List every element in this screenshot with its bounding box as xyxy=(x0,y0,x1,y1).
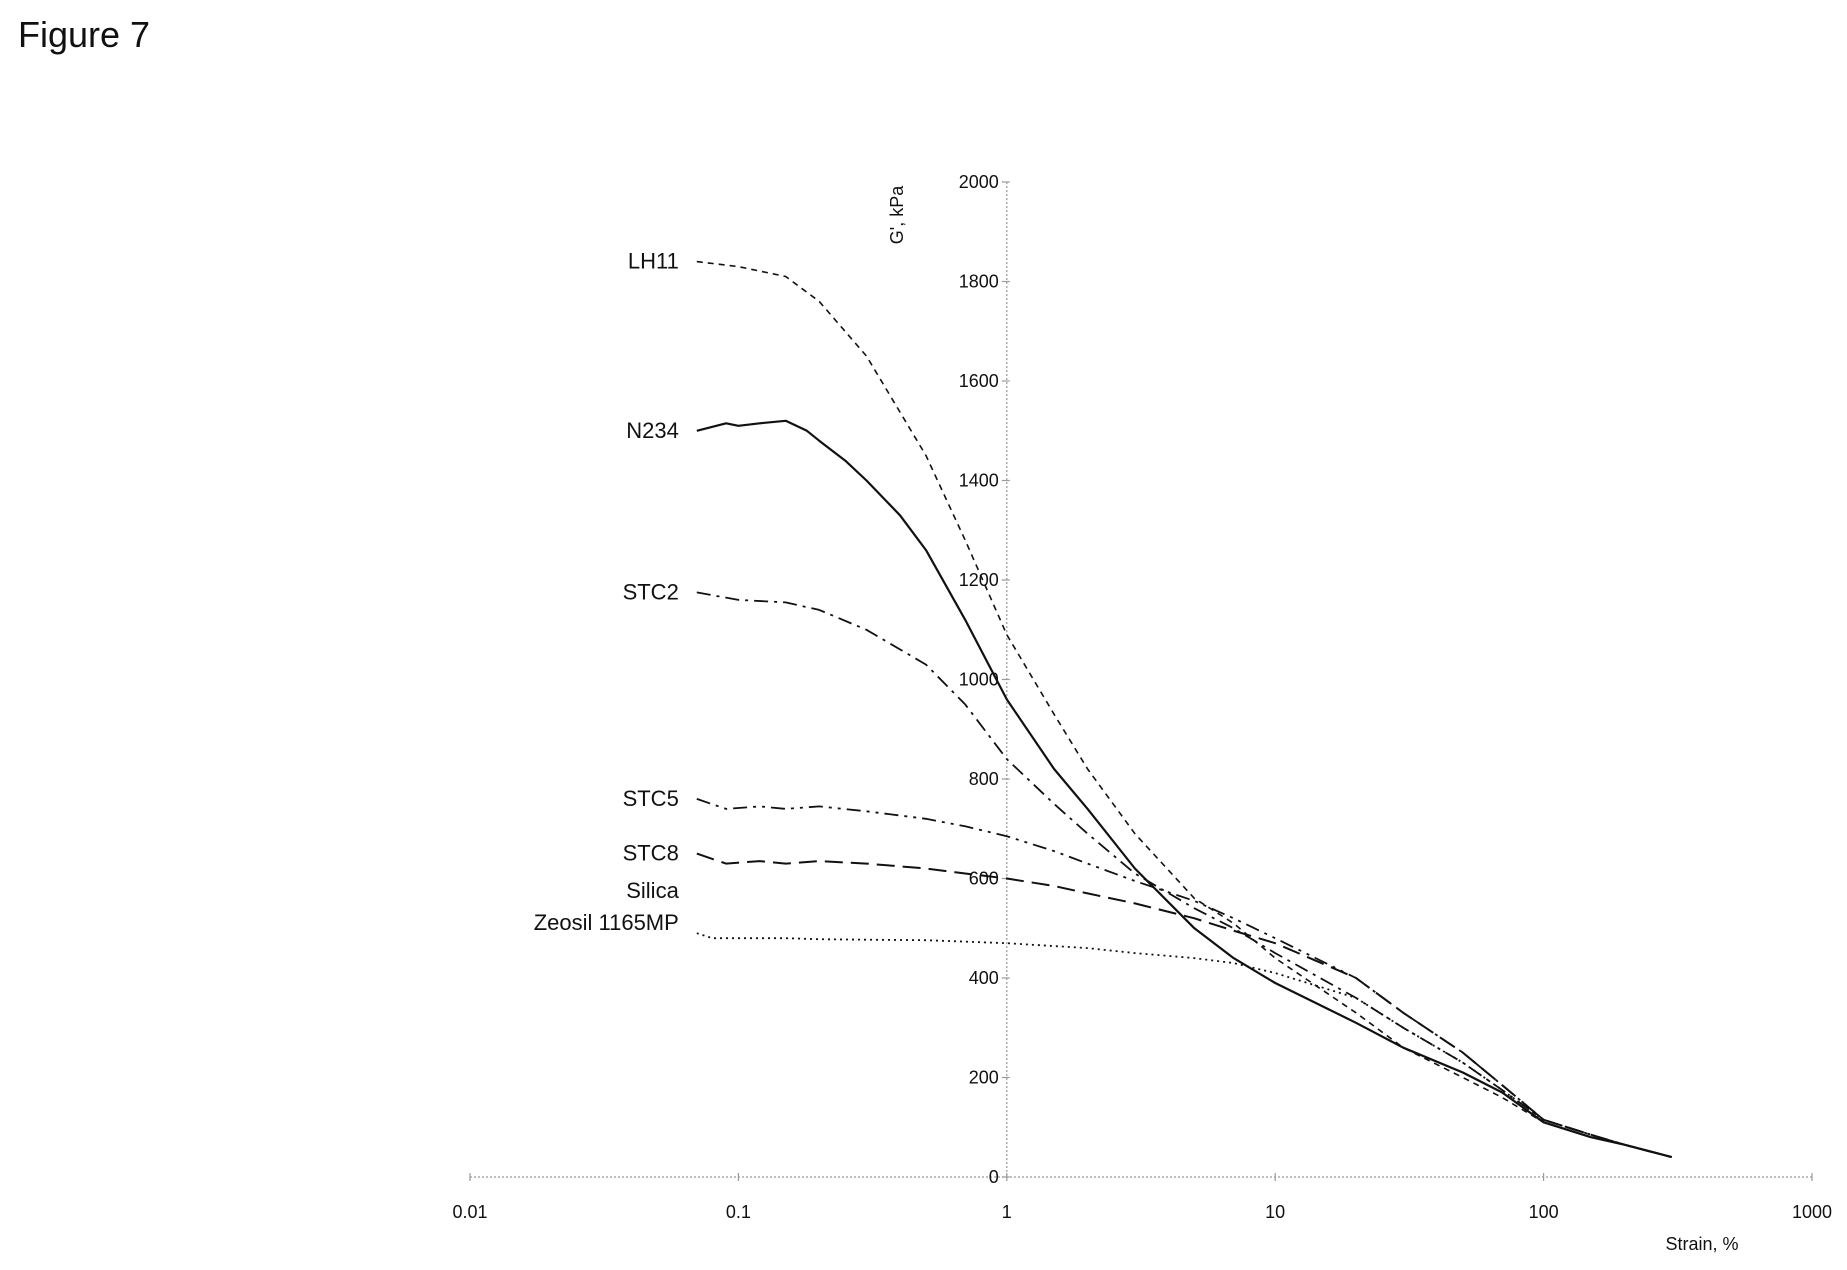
x-tick-label: 10 xyxy=(1265,1202,1285,1222)
y-tick-label: 1200 xyxy=(959,570,999,590)
y-tick-label: 1400 xyxy=(959,471,999,491)
series-label-stc5: STC5 xyxy=(623,786,679,811)
x-tick-label: 1000 xyxy=(1792,1202,1832,1222)
x-tick-label: 1 xyxy=(1002,1202,1012,1222)
y-tick-label: 800 xyxy=(969,769,999,789)
series-label-stc2: STC2 xyxy=(623,579,679,604)
series-line-lh11 xyxy=(696,260,1672,1158)
series-line-silica-zeosil-1165mp xyxy=(696,932,1672,1158)
y-tick-label: 200 xyxy=(969,1068,999,1088)
y-tick-label: 2000 xyxy=(959,172,999,192)
x-ticks: 0.01 0.1 1 10 100 1000 xyxy=(452,1173,1832,1222)
series-label-silica-zeosil-1165mp: Zeosil 1165MP xyxy=(534,910,679,935)
series-label-n234: N234 xyxy=(626,418,679,443)
y-axis-title: G', kPa xyxy=(887,185,907,244)
x-tick-label: 0.01 xyxy=(452,1202,487,1222)
series-line-n234 xyxy=(696,419,1672,1159)
axes: 0.01 0.1 1 10 100 1000 0 200 400 600 800 1000 1200 1… xyxy=(452,172,1832,1222)
series-line-stc8 xyxy=(696,852,1672,1159)
series-label-stc8: STC8 xyxy=(623,841,679,866)
x-axis-title: Strain, % xyxy=(1665,1234,1738,1254)
y-tick-label: 400 xyxy=(969,968,999,988)
series-line-stc2 xyxy=(696,591,1672,1158)
x-tick-label: 100 xyxy=(1529,1202,1559,1222)
series-label-silica-zeosil-1165mp: Silica xyxy=(626,878,679,903)
series-label-lh11: LH11 xyxy=(628,249,679,274)
x-tick-label: 0.1 xyxy=(726,1202,751,1222)
series-lines xyxy=(696,260,1672,1159)
y-tick-label: 1800 xyxy=(959,272,999,292)
y-tick-label: 600 xyxy=(969,869,999,889)
y-tick-label: 1000 xyxy=(959,670,999,690)
series-labels: LH11 N234 STC2 STC5 STC8 Silica Zeosil 1165MP xyxy=(534,249,680,936)
figure-title: Figure 7 xyxy=(18,14,151,55)
y-ticks: 0 200 400 600 800 1000 1200 1400 1600 1800 2000 xyxy=(959,172,1010,1187)
y-tick-label: 1600 xyxy=(959,371,999,391)
y-tick-label: 0 xyxy=(989,1167,999,1187)
